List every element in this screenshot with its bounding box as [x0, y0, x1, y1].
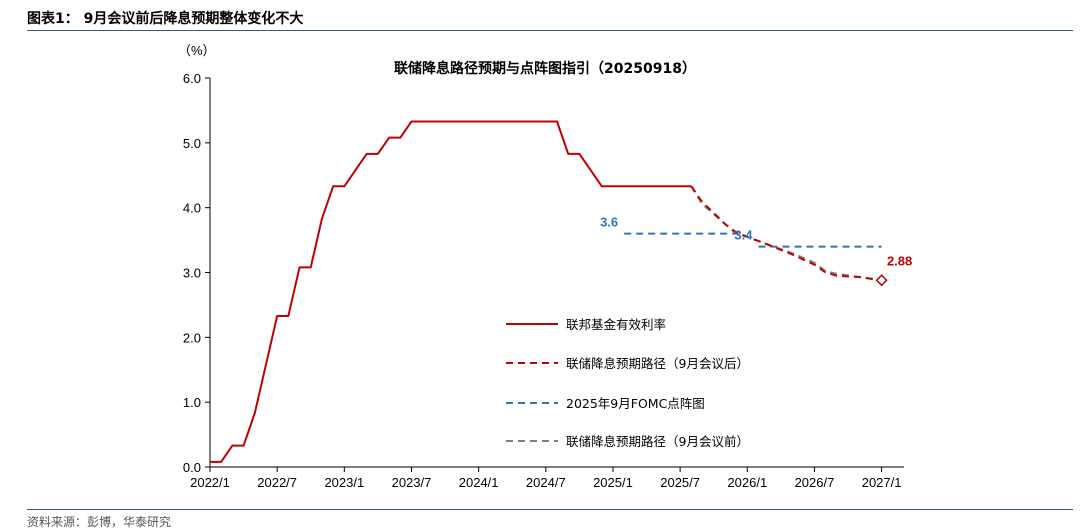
x-tick-label: 2023/7: [392, 475, 432, 490]
chart-title: 联储降息路径预期与点阵图指引（20250918）: [394, 60, 696, 77]
legend-label: 联储降息预期路径（9月会议后）: [566, 356, 749, 371]
x-tick-label: 2025/1: [593, 475, 633, 490]
rate-path-chart: 联储降息路径预期与点阵图指引（20250918） （%） 0.0 1.0 2.0 3.…: [178, 43, 912, 490]
y-tick-label: 1.0: [183, 395, 201, 410]
data-label: 3.6: [600, 215, 618, 230]
figure-header: 图表1： 9月会议前后降息预期整体变化不大: [27, 6, 1073, 31]
y-axis-unit: （%）: [178, 43, 216, 58]
figure-title: 图表1： 9月会议前后降息预期整体变化不大: [27, 11, 304, 27]
y-tick-label: 0.0: [183, 460, 201, 475]
series-line: [210, 120, 692, 463]
x-tick-label: 2026/7: [795, 475, 835, 490]
x-tick-label: 2024/1: [459, 475, 499, 490]
plot-area: 3.6 3.4 2.88: [210, 120, 912, 463]
x-tick-label: 2024/7: [526, 475, 566, 490]
legend-label: 2025年9月FOMC点阵图: [566, 396, 705, 411]
legend-label: 联储降息预期路径（9月会议前）: [566, 434, 749, 449]
data-label: 2.88: [887, 253, 912, 268]
y-tick-label: 4.0: [183, 201, 201, 216]
legend-label: 联邦基金有效利率: [566, 317, 666, 332]
end-point-marker: [875, 274, 888, 287]
footer-rule: [27, 509, 1073, 510]
y-tick-label: 2.0: [183, 330, 201, 345]
x-tick-label: 2022/7: [257, 475, 297, 490]
y-tick-label: 3.0: [183, 266, 201, 281]
data-label: 3.4: [734, 228, 753, 243]
y-tick-label: 5.0: [183, 136, 201, 151]
series-line: [690, 185, 882, 282]
axes: 0.0 1.0 2.0 3.0 4.0 5.0 6.0 2022/1 2022/7 2023/1 2…: [183, 71, 904, 490]
x-tick-label: 2022/1: [190, 475, 230, 490]
x-tick-label: 2025/7: [660, 475, 700, 490]
y-tick-label: 6.0: [183, 71, 201, 86]
x-tick-label: 2026/1: [727, 475, 767, 490]
x-tick-label: 2023/1: [324, 475, 364, 490]
series-line: [690, 185, 882, 282]
x-tick-label: 2027/1: [862, 475, 902, 490]
source-note: 资料来源：彭博，华泰研究: [27, 515, 172, 529]
